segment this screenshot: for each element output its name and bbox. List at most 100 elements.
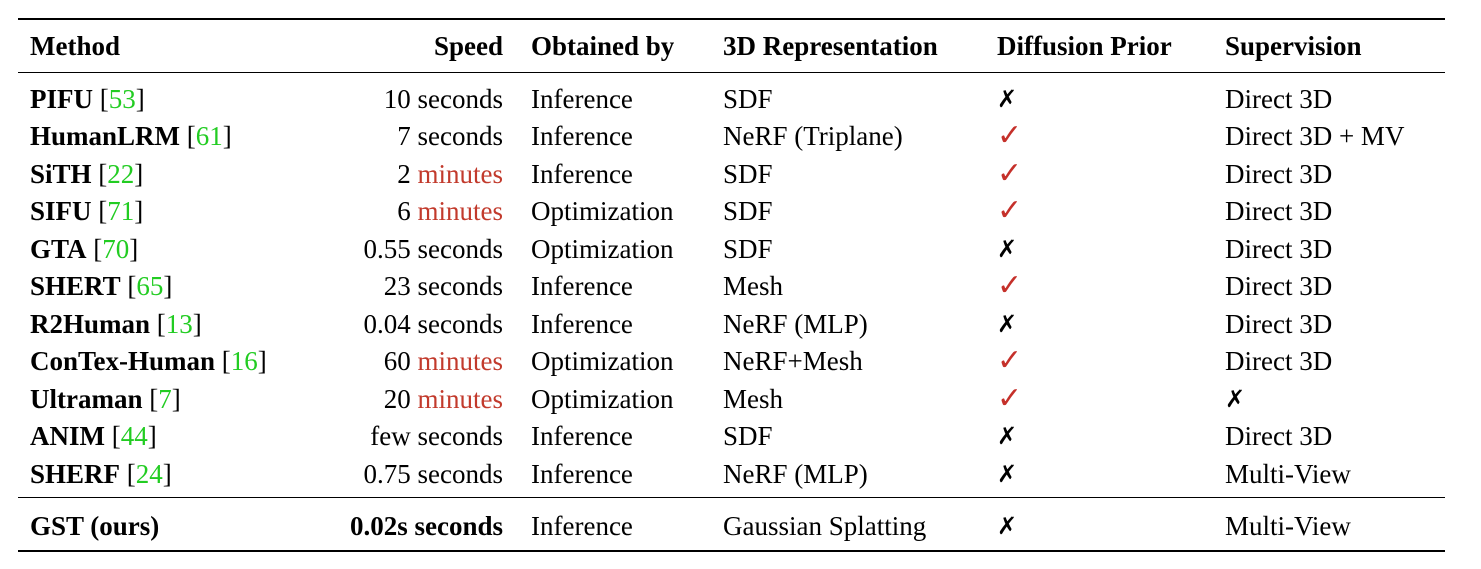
speed-value: few xyxy=(370,421,411,452)
method-cell: SHERT [65] xyxy=(30,271,173,302)
speed-value: 0.04 xyxy=(363,308,411,339)
table-row: SHERF [24] 0.75 seconds Inference NeRF (MLP… xyxy=(0,456,1481,492)
supervision: Direct 3D xyxy=(1225,421,1333,452)
speed-unit: seconds xyxy=(417,308,503,339)
representation: Gaussian Splatting xyxy=(723,511,927,541)
cross-icon: ✗ xyxy=(997,85,1018,113)
speed-unit: seconds xyxy=(417,121,503,152)
speed-value: 60 xyxy=(383,346,411,377)
speed-cell: 0.75 seconds xyxy=(364,456,503,492)
citation-link[interactable]: 70 xyxy=(102,233,130,264)
speed-unit: minutes xyxy=(417,158,504,189)
method-name: ANIM xyxy=(30,421,105,452)
method-name: Ultraman xyxy=(30,383,143,414)
check-icon: ✓ xyxy=(997,269,1023,303)
representation: NeRF (Triplane) xyxy=(723,121,903,152)
header-rule xyxy=(18,72,1445,74)
citation-link[interactable]: 71 xyxy=(107,196,135,227)
speed-value: 2 xyxy=(397,158,411,189)
speed-unit: minutes xyxy=(417,346,504,377)
obtained-by: Optimization xyxy=(531,196,674,227)
method-cell: GTA [70] xyxy=(30,233,139,264)
supervision: Direct 3D xyxy=(1225,308,1333,339)
speed-value: 7 xyxy=(397,121,411,152)
representation: NeRF (MLP) xyxy=(723,308,868,339)
method-name: GST (ours) xyxy=(30,511,160,541)
method-name: HumanLRM xyxy=(30,121,181,152)
citation-link[interactable]: 13 xyxy=(165,308,193,339)
obtained-by: Inference xyxy=(531,458,633,489)
method-name: SHERT xyxy=(30,271,121,302)
representation: Mesh xyxy=(723,383,783,414)
method-name: PIFU xyxy=(30,84,93,114)
header-method: Method xyxy=(30,31,120,61)
speed-value: 0.02s seconds xyxy=(349,511,503,541)
citation-link[interactable]: 7 xyxy=(158,383,172,414)
method-cell: HumanLRM [61] xyxy=(30,121,232,152)
obtained-by: Inference xyxy=(531,511,633,541)
representation: SDF xyxy=(723,158,773,189)
citation-link[interactable]: 22 xyxy=(107,158,135,189)
representation: SDF xyxy=(723,421,773,452)
cross-icon: ✗ xyxy=(1225,384,1246,413)
check-icon: ✓ xyxy=(997,344,1023,378)
citation-link[interactable]: 24 xyxy=(135,458,163,489)
speed-value: 0.75 xyxy=(363,458,411,489)
obtained-by: Inference xyxy=(531,271,633,302)
method-cell: SIFU [71] xyxy=(30,196,144,227)
table-row: ANIM [44] few seconds Inference SDF ✗ Direct … xyxy=(0,418,1481,454)
speed-cell: 2 minutes xyxy=(397,156,503,192)
supervision: Multi-View xyxy=(1225,511,1351,541)
method-cell: R2Human [13] xyxy=(30,308,202,339)
speed-value: 23 xyxy=(383,271,411,302)
header-representation: 3D Representation xyxy=(723,31,938,61)
table-row: R2Human [13] 0.04 seconds Inference NeRF (M… xyxy=(0,306,1481,342)
obtained-by: Inference xyxy=(531,158,633,189)
representation: SDF xyxy=(723,196,773,227)
obtained-by: Optimization xyxy=(531,233,674,264)
supervision: Direct 3D + MV xyxy=(1225,121,1405,152)
cross-icon: ✗ xyxy=(997,459,1018,488)
representation: Mesh xyxy=(723,271,783,302)
method-cell: Ultraman [7] xyxy=(30,383,181,414)
table-row: SHERT [65] 23 seconds Inference Mesh ✓ Direct… xyxy=(0,268,1481,304)
supervision: Direct 3D xyxy=(1225,196,1333,227)
speed-cell: few seconds xyxy=(370,418,503,454)
method-name: SHERF xyxy=(30,458,121,489)
table-row: ConTex-Human [16] 60 minutes Optimization N… xyxy=(0,343,1481,379)
method-name: R2Human xyxy=(30,308,151,339)
speed-unit: minutes xyxy=(417,383,504,414)
supervision: Direct 3D xyxy=(1225,233,1333,264)
citation-link[interactable]: 16 xyxy=(230,346,258,377)
representation: SDF xyxy=(723,84,773,114)
citation-link[interactable]: 44 xyxy=(120,421,148,452)
speed-cell: 23 seconds xyxy=(384,268,503,304)
header-speed: Speed xyxy=(433,31,503,61)
speed-cell: 10 seconds xyxy=(384,81,503,117)
cross-icon: ✗ xyxy=(997,422,1018,451)
header-diffusion-prior: Diffusion Prior xyxy=(997,31,1172,61)
obtained-by: Inference xyxy=(531,421,633,452)
table-row: SiTH [22] 2 minutes Inference SDF ✓ Direct 3D xyxy=(0,156,1481,192)
cross-icon: ✗ xyxy=(997,234,1018,263)
header-supervision: Supervision xyxy=(1225,31,1362,61)
speed-value: 10 xyxy=(383,84,411,114)
citation-link[interactable]: 65 xyxy=(136,271,164,302)
representation: NeRF+Mesh xyxy=(723,346,863,377)
obtained-by: Inference xyxy=(531,121,633,152)
speed-value: 20 xyxy=(383,383,411,414)
supervision: Direct 3D xyxy=(1225,158,1333,189)
citation-link[interactable]: 61 xyxy=(195,121,223,152)
table-row-ours: GST (ours) 0.02s seconds Inference Gauss… xyxy=(0,508,1481,544)
mid-rule xyxy=(18,497,1445,499)
bottom-rule xyxy=(18,550,1445,552)
speed-cell: 0.55 seconds xyxy=(364,231,503,267)
speed-cell: 20 minutes xyxy=(384,381,503,417)
header-obtained-by: Obtained by xyxy=(531,31,675,61)
method-cell: SiTH [22] xyxy=(30,158,144,189)
speed-unit: seconds xyxy=(417,271,503,302)
speed-unit: seconds xyxy=(417,458,503,489)
speed-cell: 6 minutes xyxy=(397,193,503,229)
citation-link[interactable]: 53 xyxy=(108,84,136,114)
obtained-by: Inference xyxy=(531,84,633,114)
